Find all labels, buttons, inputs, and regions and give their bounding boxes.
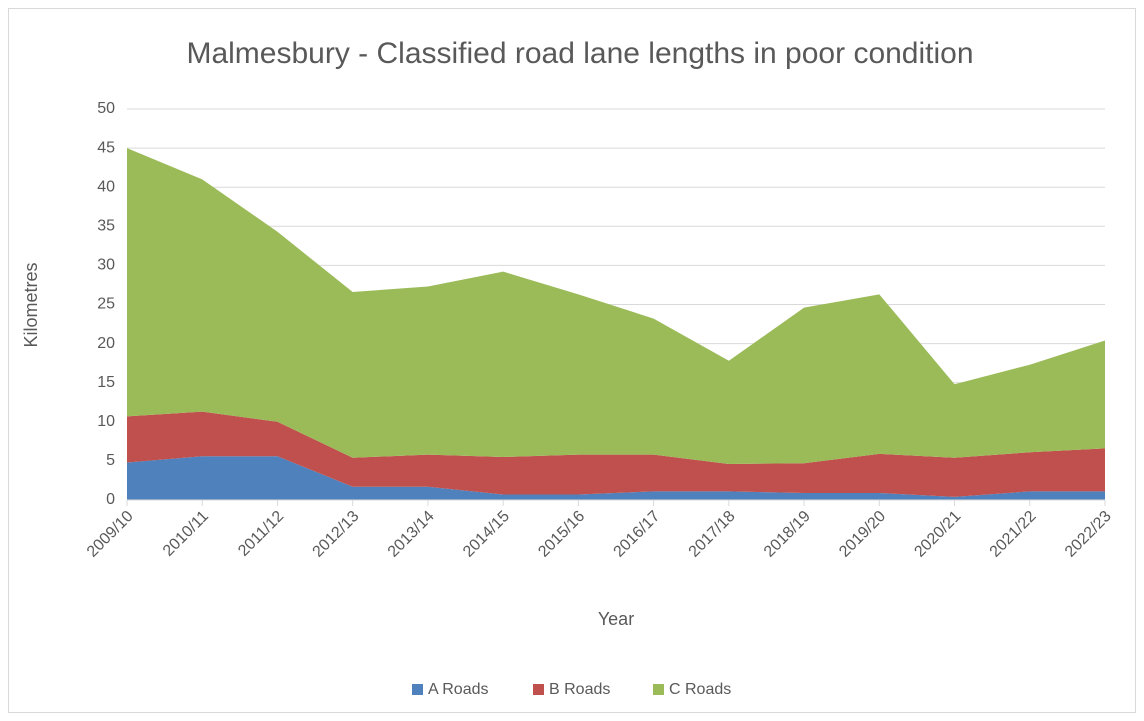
area bbox=[127, 148, 1105, 465]
x-axis-label: Year bbox=[598, 609, 634, 629]
y-tick-label: 15 bbox=[97, 374, 115, 391]
y-tick-label: 20 bbox=[97, 335, 115, 352]
y-tick-label: 30 bbox=[97, 257, 115, 274]
legend-label: B Roads bbox=[549, 681, 610, 698]
legend-swatch bbox=[412, 684, 423, 695]
y-tick-label: 0 bbox=[106, 491, 115, 508]
legend-swatch bbox=[533, 684, 544, 695]
y-tick-label: 45 bbox=[97, 139, 115, 156]
y-axis-label: Kilometres bbox=[21, 262, 41, 347]
y-tick-label: 25 bbox=[97, 296, 115, 313]
legend-label: A Roads bbox=[428, 681, 488, 698]
legend-label: C Roads bbox=[669, 681, 731, 698]
y-tick-label: 35 bbox=[97, 218, 115, 235]
chart-title: Malmesbury - Classified road lane length… bbox=[186, 37, 973, 70]
y-tick-label: 10 bbox=[97, 413, 115, 430]
legend-swatch bbox=[653, 684, 664, 695]
y-tick-label: 5 bbox=[106, 452, 115, 469]
area bbox=[127, 456, 1105, 500]
y-tick-label: 40 bbox=[97, 178, 115, 195]
area bbox=[127, 411, 1105, 497]
y-tick-label: 50 bbox=[97, 100, 115, 117]
